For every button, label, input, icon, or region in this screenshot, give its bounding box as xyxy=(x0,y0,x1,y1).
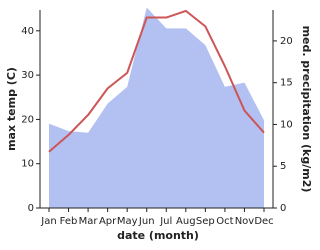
y2-tick-label: 20 xyxy=(280,36,293,47)
y-tick-label: 30 xyxy=(21,70,34,81)
x-tick-label: May xyxy=(117,216,138,227)
x-tick-label: Jan xyxy=(40,216,56,227)
y-tick-label: 40 xyxy=(21,26,34,37)
x-tick-label: Mar xyxy=(79,216,99,227)
y2-tick-label: 5 xyxy=(280,161,286,172)
y-tick-label: 10 xyxy=(21,159,34,170)
precipitation-area xyxy=(49,7,264,209)
y-axis-title: max temp (C) xyxy=(5,67,18,151)
x-tick-label: Oct xyxy=(216,216,233,227)
x-tick-label: Nov xyxy=(235,216,255,227)
chart: date (month) max temp (C) med. precipita… xyxy=(5,7,313,242)
x-axis-title: date (month) xyxy=(117,229,199,242)
y2-axis-title: med. precipitation (kg/m2) xyxy=(300,26,313,193)
y-tick-label: 20 xyxy=(21,114,34,125)
x-tick-label: Dec xyxy=(254,216,273,227)
x-tick-label: Jun xyxy=(138,216,155,227)
x-tick-label: Sep xyxy=(196,216,215,227)
x-tick-label: Aug xyxy=(176,216,196,227)
y2-tick-label: 0 xyxy=(280,203,286,214)
temp-line xyxy=(48,9,265,153)
y2-tick-label: 15 xyxy=(280,78,293,89)
x-tick-label: Jul xyxy=(159,216,172,227)
x-tick-label: Feb xyxy=(60,216,78,227)
x-tick-label: Apr xyxy=(99,216,117,227)
y-tick-label: 0 xyxy=(28,203,34,214)
y2-tick-label: 10 xyxy=(280,119,293,130)
